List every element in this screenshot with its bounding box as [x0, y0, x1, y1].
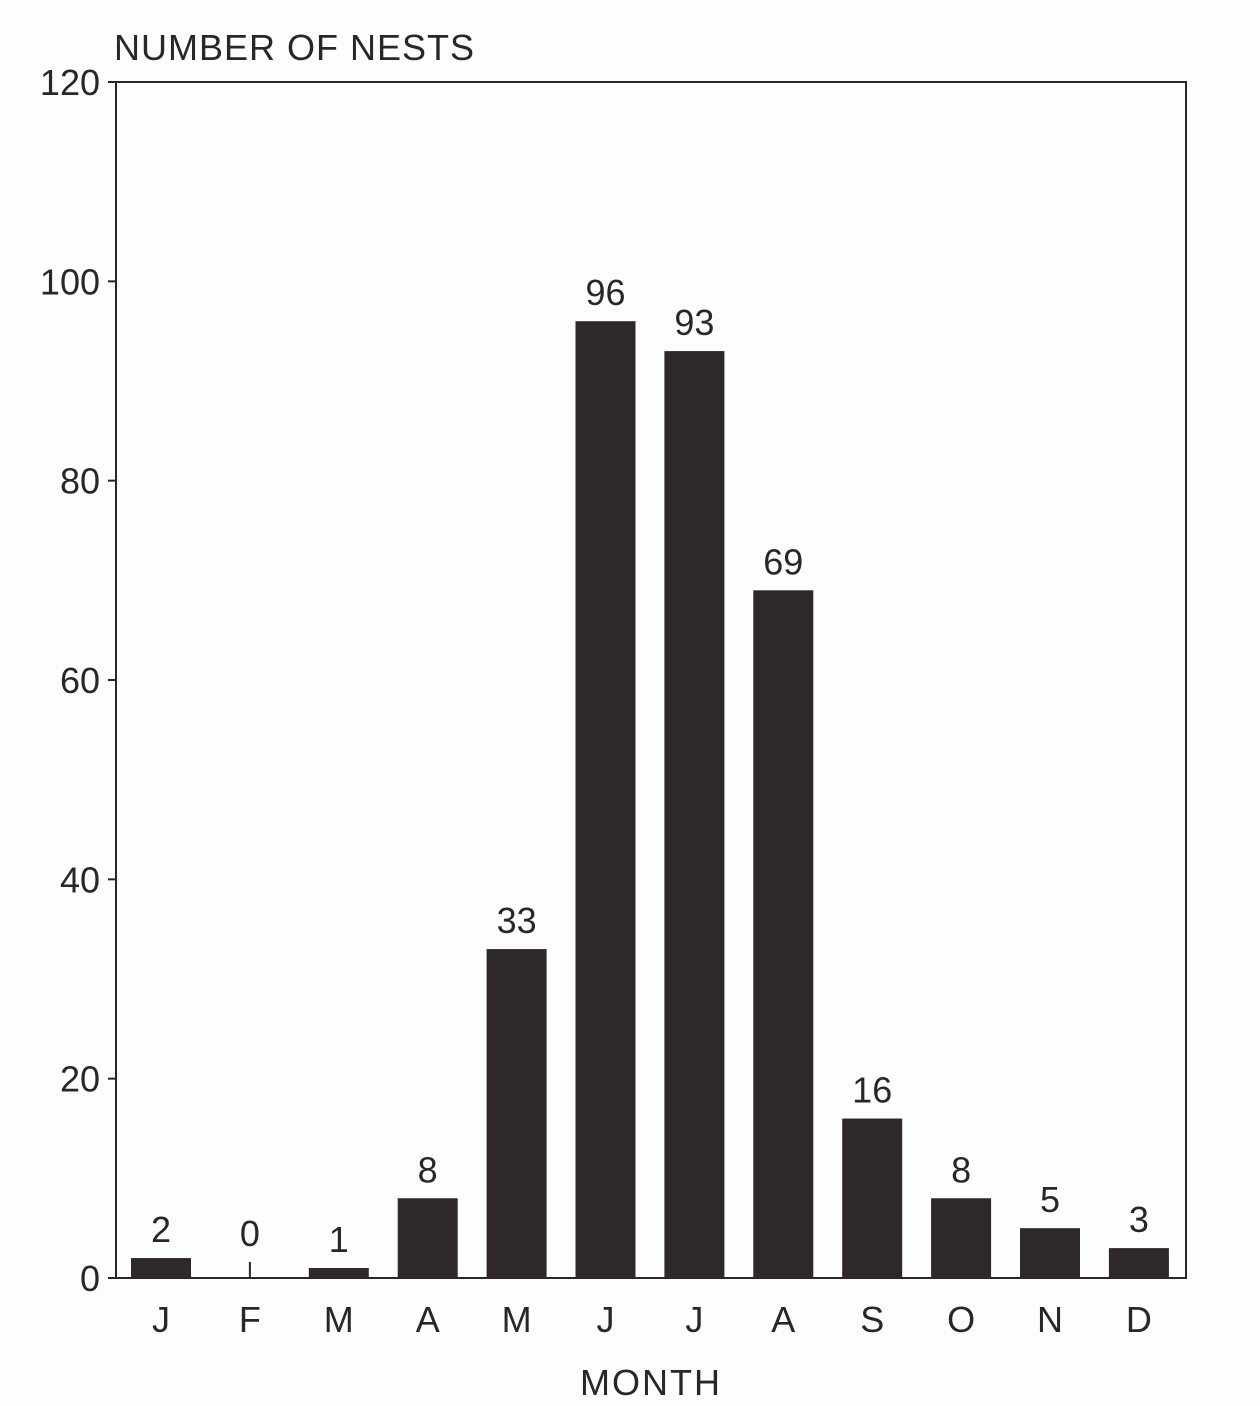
bar	[931, 1198, 992, 1278]
data-label: 33	[497, 900, 537, 941]
x-tick-label: M	[324, 1299, 354, 1340]
bar	[1020, 1228, 1080, 1278]
y-tick-label: 80	[60, 461, 100, 502]
bar	[308, 1268, 369, 1278]
y-tick-label: 100	[40, 261, 100, 302]
data-label: 96	[585, 272, 625, 313]
data-label: 8	[951, 1149, 971, 1190]
x-tick-label: M	[502, 1299, 532, 1340]
x-tick-label: D	[1126, 1299, 1152, 1340]
x-tick-label: J	[152, 1299, 170, 1340]
x-tick-label: A	[771, 1299, 795, 1340]
x-tick-label: J	[597, 1299, 615, 1340]
data-label: 16	[852, 1070, 892, 1111]
data-label: 2	[151, 1209, 171, 1250]
data-label: 0	[240, 1213, 260, 1254]
bar	[753, 590, 814, 1278]
x-tick-label: O	[947, 1299, 975, 1340]
data-labels-group: 2 0 1 8 33 96 93 69 16 8 5 3	[151, 272, 1149, 1260]
bars-group	[131, 321, 1169, 1279]
y-tick-label: 20	[60, 1059, 100, 1100]
y-tick-label: 40	[60, 859, 100, 900]
bar	[1108, 1248, 1169, 1278]
x-tick-label: J	[685, 1299, 703, 1340]
x-axis-title: MONTH	[580, 1362, 722, 1403]
data-label: 1	[329, 1219, 349, 1260]
y-axis-title: NUMBER OF NESTS	[114, 27, 475, 68]
x-tick-label: S	[860, 1299, 884, 1340]
bar	[842, 1118, 903, 1278]
x-tick-label: F	[239, 1299, 261, 1340]
y-tick-label: 0	[80, 1258, 100, 1299]
x-tick-label: A	[416, 1299, 440, 1340]
y-axis: 0 20 40 60 80 100 120	[40, 62, 116, 1299]
y-tick-label: 120	[40, 62, 100, 103]
bar	[575, 321, 636, 1278]
bar	[397, 1198, 458, 1278]
bar	[486, 949, 547, 1278]
plot-frame	[115, 81, 1187, 1279]
bar	[664, 351, 725, 1279]
x-tick-label: N	[1037, 1299, 1063, 1340]
y-tick-label: 60	[60, 660, 100, 701]
data-label: 3	[1129, 1199, 1149, 1240]
bar	[131, 1258, 191, 1278]
data-label: 69	[763, 541, 803, 582]
data-label: 93	[674, 302, 714, 343]
data-label: 8	[418, 1149, 438, 1190]
data-label: 5	[1040, 1179, 1060, 1220]
